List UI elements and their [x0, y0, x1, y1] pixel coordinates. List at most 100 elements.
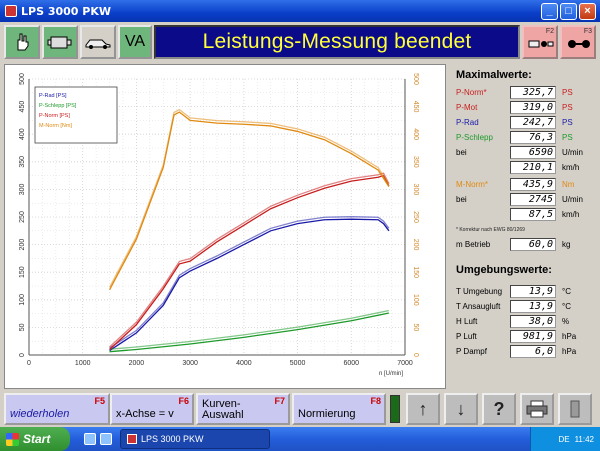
up-button[interactable]: ↑	[406, 393, 440, 425]
car-button[interactable]	[80, 25, 116, 59]
rollers-icon	[568, 40, 590, 48]
curve-select-label: Kurven- Auswahl	[202, 399, 244, 421]
taskbar-item-lps[interactable]: LPS 3000 PKW	[120, 429, 270, 449]
y-tick-label-left: 50	[19, 323, 26, 331]
env-values-title: Umgebungswerte:	[456, 264, 552, 276]
series-line-2	[109, 174, 390, 350]
y-tick-label-right: 450	[412, 101, 419, 113]
max-value-value: 76,3	[510, 131, 556, 144]
dyno-icon	[528, 40, 554, 48]
mass-label: m Betrieb	[456, 240, 491, 249]
down-button[interactable]: ↓	[444, 393, 478, 425]
language-indicator[interactable]: DE	[558, 434, 570, 444]
chart-panel: 0 1000 2000 3000 4000 5000 6000 7000 0 50 100 150 20…	[4, 64, 446, 389]
x-axis-button[interactable]: F6 x-Achse = v	[110, 393, 194, 425]
max-value-value: 210,1	[510, 161, 556, 174]
close-button[interactable]: ×	[579, 2, 596, 20]
repeat-button[interactable]: F5 wiederholen	[4, 393, 110, 425]
va-label: VA	[124, 33, 146, 50]
minimize-button[interactable]: _	[541, 2, 558, 20]
mass-unit: kg	[562, 240, 571, 249]
y-tick-label-right: 150	[412, 266, 419, 278]
curve-select-label-2: Auswahl	[202, 409, 244, 421]
max-value-unit: PS	[562, 133, 573, 142]
app-icon	[5, 5, 17, 17]
y-tick-label-right: 0	[412, 353, 419, 357]
maximize-button[interactable]: □	[560, 2, 577, 20]
env-value-value: 981,9	[510, 330, 556, 343]
y-tick-label-left: 250	[19, 211, 26, 223]
torque-value-label: M-Norm*	[456, 180, 488, 189]
max-value-unit: U/min	[562, 148, 583, 157]
max-value-label: P-Schlepp	[456, 133, 493, 142]
env-value-row: T Ansaugluft 13,9 °C	[456, 300, 594, 314]
function-bar: F5 wiederholen F6 x-Achse = v F7 Kurven-…	[0, 391, 600, 427]
print-button[interactable]	[520, 393, 554, 425]
max-value-row: P-Norm* 325,7 PS	[456, 86, 594, 100]
correction-note: * Korrektur nach EWG 80/1269	[456, 227, 525, 233]
torque-value-value: 87,5	[510, 208, 556, 221]
env-value-label: H Luft	[456, 317, 478, 326]
hand-tool-button[interactable]	[4, 25, 40, 59]
normalization-button[interactable]: F8 Normierung	[292, 393, 386, 425]
y-tick-label-left: 100	[19, 294, 26, 306]
top-toolbar: VA Leistungs-Messung beendet F2 F3	[0, 22, 600, 62]
down-arrow-icon: ↓	[456, 398, 466, 419]
exit-button[interactable]	[558, 393, 592, 425]
x-tick-label: 3000	[182, 360, 198, 367]
exit-icon	[570, 400, 580, 418]
f8-key: F8	[370, 396, 381, 406]
x-axis-title: n [U/min]	[379, 371, 403, 377]
torque-value-row: 87,5 km/h	[456, 208, 594, 222]
max-value-row: P-Mot 319,0 PS	[456, 101, 594, 115]
printer-icon	[526, 400, 548, 418]
y-tick-label-right: 200	[412, 239, 419, 251]
env-value-row: P Dampf 6,0 hPa	[456, 345, 594, 359]
y-tick-label-left: 350	[19, 156, 26, 168]
help-button[interactable]: ?	[482, 393, 516, 425]
max-value-label: P-Norm*	[456, 88, 487, 97]
series-line-0	[109, 216, 390, 349]
max-value-label: P-Rad	[456, 118, 479, 127]
window-titlebar: LPS 3000 PKW _ □ ×	[0, 0, 600, 22]
x-tick-label: 0	[27, 360, 31, 367]
curve-select-button[interactable]: F7 Kurven- Auswahl	[196, 393, 290, 425]
y-tick-label-left: 150	[19, 266, 26, 278]
va-button[interactable]: VA	[118, 25, 152, 59]
power-chart: 0 1000 2000 3000 4000 5000 6000 700005010015020…	[19, 73, 419, 377]
mass-value: 60,0	[510, 238, 556, 251]
max-value-value: 319,0	[510, 101, 556, 114]
max-value-value: 325,7	[510, 86, 556, 99]
series-line-1	[109, 309, 390, 350]
env-value-row: T Umgebung 13,9 °C	[456, 285, 594, 299]
y-tick-label-left: 450	[19, 101, 26, 113]
x-tick-label: 4000	[236, 360, 252, 367]
max-value-unit: PS	[562, 118, 573, 127]
f2-button[interactable]: F2	[522, 25, 558, 59]
torque-value-unit: U/min	[562, 195, 583, 204]
max-value-unit: km/h	[562, 163, 580, 172]
torque-value-label: bei	[456, 195, 467, 204]
env-value-value: 13,9	[510, 300, 556, 313]
curve-select-label-1: Kurven-	[202, 398, 241, 410]
y-tick-label-right: 50	[412, 324, 419, 332]
start-button[interactable]: Start	[0, 427, 70, 451]
f6-key: F6	[178, 396, 189, 406]
quicklaunch-ie-icon[interactable]	[84, 433, 96, 445]
y-tick-label-right: 500	[412, 73, 419, 85]
f3-button[interactable]: F3	[560, 25, 596, 59]
legend-box	[34, 86, 118, 144]
y-tick-label-right: 250	[412, 211, 419, 223]
engine-button[interactable]	[42, 25, 78, 59]
max-value-value: 242,7	[510, 116, 556, 129]
info-panel: Maximalwerte: P-Norm* 325,7 PS P-Mot 319,0 PS…	[448, 64, 598, 389]
max-value-unit: PS	[562, 103, 573, 112]
env-value-unit: hPa	[562, 347, 577, 356]
quicklaunch-desktop-icon[interactable]	[100, 433, 112, 445]
series-line-3	[108, 111, 390, 291]
max-value-row: bei 6590 U/min	[456, 146, 594, 160]
repeat-label: wiederholen	[10, 408, 70, 420]
y-tick-label-right: 300	[412, 184, 419, 196]
series-line-3	[108, 108, 390, 288]
max-value-row: P-Rad 242,7 PS	[456, 116, 594, 130]
